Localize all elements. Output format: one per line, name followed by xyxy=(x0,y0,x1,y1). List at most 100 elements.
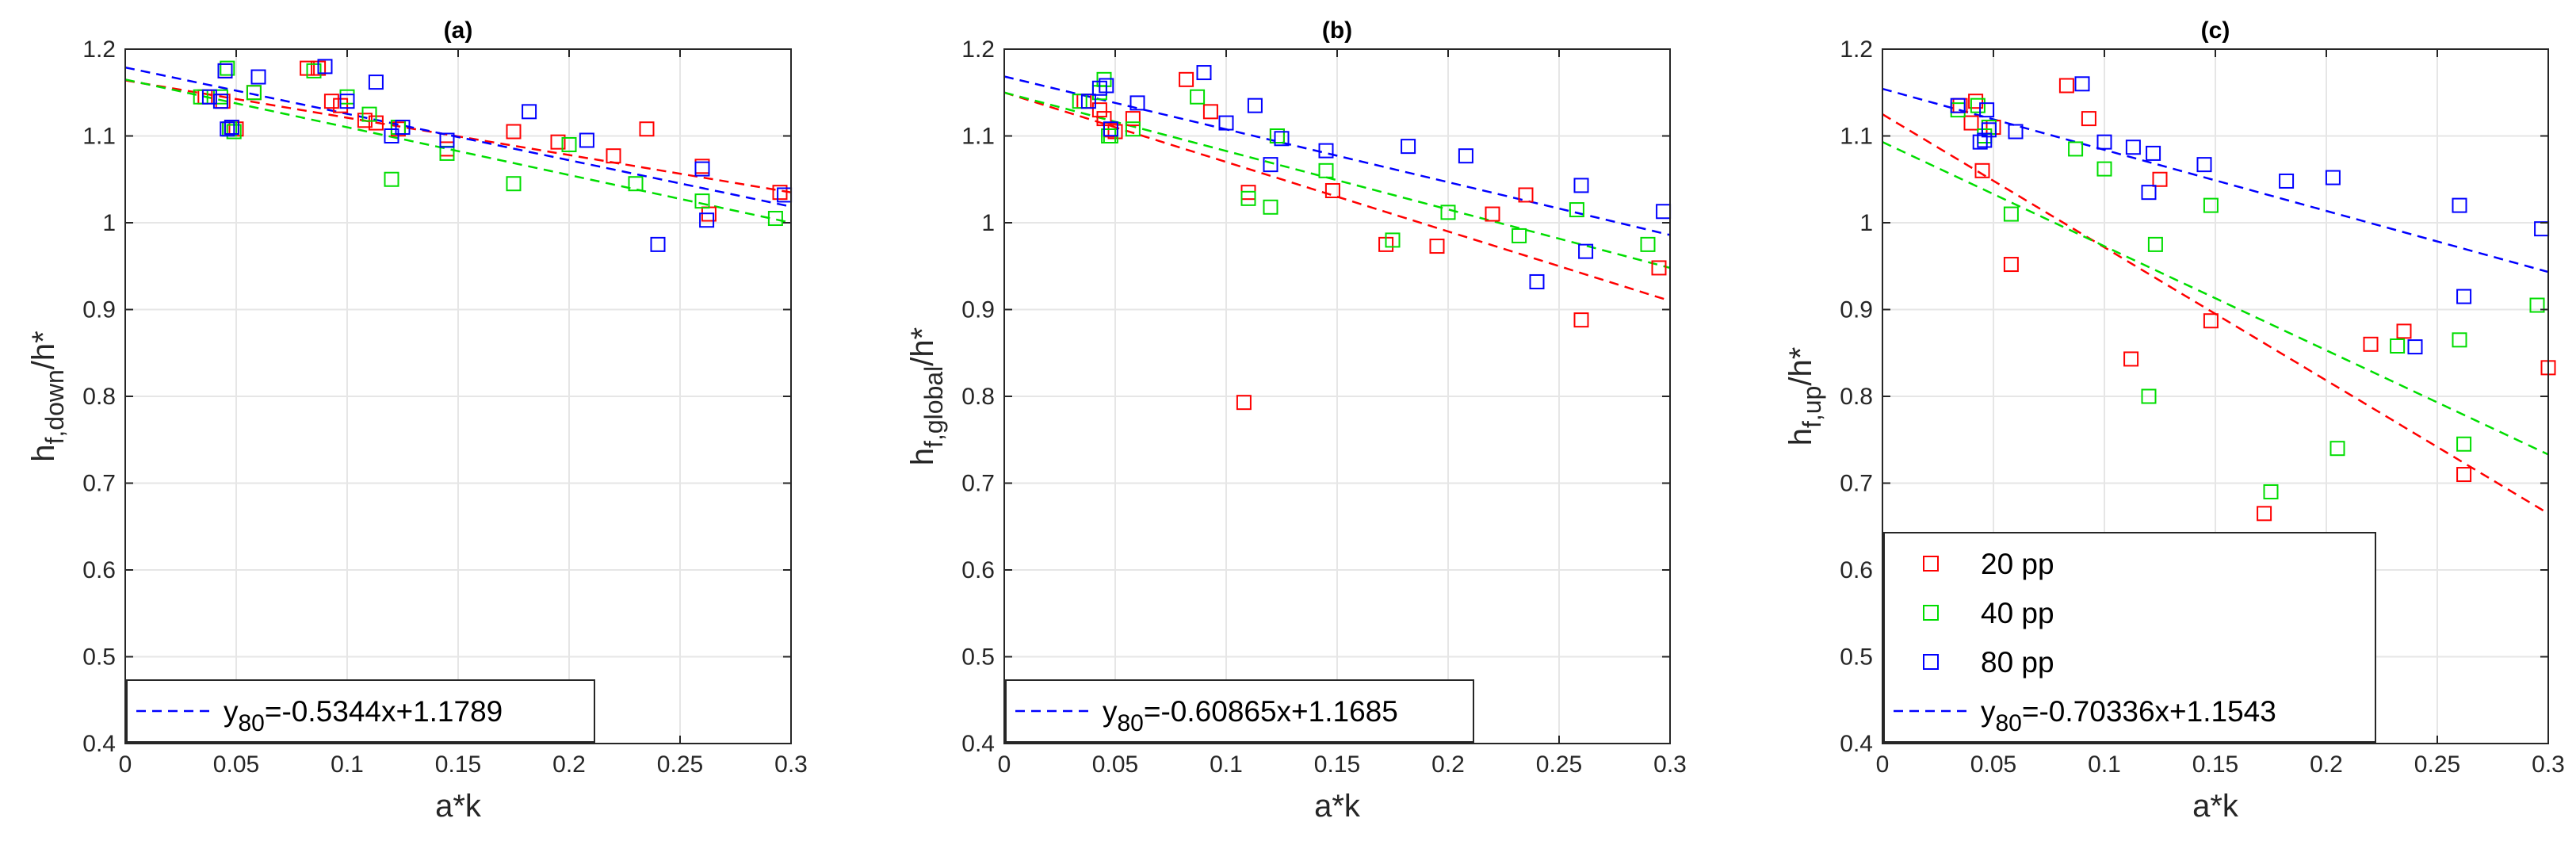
x-tick-label: 0.1 xyxy=(331,751,364,778)
fit-line-fit80 xyxy=(1003,75,1671,236)
y-tick-label: 0.5 xyxy=(82,644,116,671)
panel-2: 0 0.05 0.1 0.15 0.2 0.25 0.3 0.4 0.5 0.6 0.7 0.8 0.9… xyxy=(905,17,1687,824)
y-tick-label: 0.7 xyxy=(82,471,116,497)
y-tick-label: 1.2 xyxy=(961,36,995,63)
legend-label: 80 pp xyxy=(1981,646,2054,679)
chart-title: (a) xyxy=(444,17,473,44)
data-point-80pp xyxy=(2146,145,2161,161)
data-point-40pp xyxy=(506,176,522,192)
legend-label-text: =-0.70336x+1.1543 xyxy=(2022,695,2276,728)
data-point-80pp xyxy=(2196,157,2212,173)
fit-line-fit40 xyxy=(1882,141,2549,456)
data-point-20pp xyxy=(1236,395,1252,411)
panel-3: 0 0.05 0.1 0.15 0.2 0.25 0.3 0.4 0.5 0.6 0.7 0.8 0.9… xyxy=(1783,17,2565,824)
x-tick-label: 0.15 xyxy=(435,751,481,778)
data-point-80pp xyxy=(1080,94,1096,109)
x-tick-label: 0.1 xyxy=(2088,751,2121,778)
legend-label-text: 20 pp xyxy=(1981,548,2054,580)
y-tick-label: 0.4 xyxy=(82,731,116,757)
data-point-40pp xyxy=(1569,202,1584,218)
x-tick-label: 0.15 xyxy=(1314,751,1360,778)
data-point-80pp xyxy=(1979,102,1995,118)
data-point-40pp xyxy=(2263,484,2279,499)
data-point-20pp xyxy=(1518,187,1534,203)
data-point-40pp xyxy=(193,89,208,105)
data-point-80pp xyxy=(1318,143,1334,159)
chart-title: (c) xyxy=(2201,17,2230,44)
x-tick-label: 0.2 xyxy=(1431,751,1465,778)
data-point-20pp xyxy=(2123,351,2139,367)
data-point-80pp xyxy=(2407,339,2423,355)
data-point-80pp xyxy=(2456,289,2472,304)
data-point-80pp xyxy=(1247,98,1263,113)
data-point-20pp xyxy=(606,148,621,164)
y-axis-label-sub: f,up xyxy=(1798,386,1826,428)
data-point-40pp xyxy=(2456,436,2472,452)
legend-marker xyxy=(1923,605,1939,621)
y-tick-label: 0.9 xyxy=(82,297,116,323)
legend: y80=-0.60865x+1.1685 xyxy=(1005,679,1474,743)
data-point-80pp xyxy=(694,161,710,177)
data-point-80pp xyxy=(395,120,411,136)
data-point-80pp xyxy=(217,63,233,78)
data-point-40pp xyxy=(2096,161,2112,177)
legend-label: 20 pp xyxy=(1981,548,2054,580)
data-point-20pp xyxy=(2363,336,2379,352)
legend-label-text: 40 pp xyxy=(1981,597,2054,629)
x-tick-label: 0.1 xyxy=(1210,751,1243,778)
data-point-80pp xyxy=(2074,76,2090,92)
data-point-80pp xyxy=(1099,78,1114,94)
data-point-80pp xyxy=(220,121,235,137)
data-point-40pp xyxy=(246,85,262,101)
y-tick-label: 0.4 xyxy=(961,731,995,757)
data-point-40pp xyxy=(1269,128,1285,143)
data-point-20pp xyxy=(2081,111,2096,127)
x-axis-label: a*k xyxy=(435,789,482,824)
fit-line-fit40 xyxy=(124,78,792,224)
legend-label-sub: 80 xyxy=(1118,710,1144,736)
legend-label-prefix: y xyxy=(224,695,239,728)
y-tick-label: 1 xyxy=(1859,210,1873,236)
x-tick-label: 0 xyxy=(998,751,1011,778)
data-point-80pp xyxy=(1218,115,1234,131)
y-axis-label: hf,down/h* xyxy=(26,331,69,461)
y-axis-label: hf,global/h* xyxy=(905,327,948,465)
data-point-20pp xyxy=(1963,115,1979,131)
data-point-40pp xyxy=(1512,228,1527,243)
chart-title: (b) xyxy=(1322,17,1352,44)
legend-label-text: =-0.60865x+1.1685 xyxy=(1144,695,1398,728)
legend: 20 pp 40 pp 80 pp y80=-0.70336x+1.1543 xyxy=(1883,532,2376,743)
data-point-40pp xyxy=(384,171,399,187)
data-point-20pp xyxy=(1974,162,1990,178)
data-point-40pp xyxy=(2203,197,2219,213)
legend-label-sub: 80 xyxy=(1996,710,2022,736)
legend-marker xyxy=(1923,654,1939,670)
data-point-80pp xyxy=(1458,148,1473,164)
data-point-80pp xyxy=(1129,95,1145,111)
x-tick-label: 0.25 xyxy=(657,751,703,778)
data-point-20pp xyxy=(2396,323,2412,339)
data-point-40pp xyxy=(1318,162,1334,178)
y-tick-label: 0.8 xyxy=(82,384,116,410)
x-tick-label: 0.2 xyxy=(552,751,586,778)
data-point-20pp xyxy=(1324,182,1340,198)
y-axis-label: hf,up/h* xyxy=(1783,347,1826,446)
data-point-20pp xyxy=(1485,206,1500,222)
data-point-20pp xyxy=(1202,104,1218,120)
legend-label: y80=-0.60865x+1.1685 xyxy=(1103,695,1398,736)
panel-1: 0 0.05 0.1 0.15 0.2 0.25 0.3 0.4 0.5 0.6 0.7 0.8 0.9… xyxy=(26,17,808,824)
x-tick-label: 0.3 xyxy=(774,751,808,778)
data-point-80pp xyxy=(1981,122,1997,138)
legend-marker xyxy=(1923,556,1939,572)
y-tick-label: 0.5 xyxy=(961,644,995,671)
legend-label: y80=-0.70336x+1.1543 xyxy=(1981,695,2276,736)
data-point-80pp xyxy=(650,236,666,252)
legend-label-prefix: y xyxy=(1103,695,1118,728)
x-axis-label: a*k xyxy=(1314,789,1361,824)
x-tick-label: 0.25 xyxy=(1536,751,1582,778)
data-point-80pp xyxy=(2125,140,2141,155)
legend-label-text: 80 pp xyxy=(1981,646,2054,679)
data-point-40pp xyxy=(1970,98,1986,113)
data-point-40pp xyxy=(1190,89,1206,105)
